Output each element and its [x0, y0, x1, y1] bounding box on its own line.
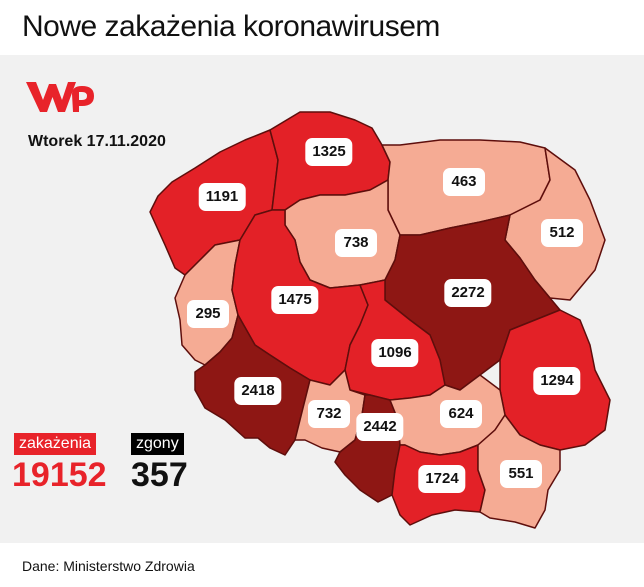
region-value-swietokrzyskie: 624 [440, 400, 482, 428]
region-value-malopolskie: 1724 [418, 465, 466, 493]
region-value-lodzkie: 1096 [371, 339, 419, 367]
region-value-slaskie: 2442 [356, 413, 404, 441]
region-value-podkarpackie: 551 [500, 460, 542, 488]
deaths-label: zgony [131, 433, 184, 455]
deaths-total: 357 [131, 456, 188, 494]
region-value-opolskie: 732 [308, 400, 350, 428]
region-value-pomorskie: 1325 [305, 138, 353, 166]
region-value-lubelskie: 1294 [533, 367, 581, 395]
region-value-lubuskie: 295 [187, 300, 229, 328]
page-title: Nowe zakażenia koronawirusem [22, 10, 440, 43]
region-value-dolnoslaskie: 2418 [234, 377, 282, 405]
region-value-mazowieckie: 2272 [444, 279, 492, 307]
cases-label: zakażenia [14, 433, 97, 455]
source-note: Dane: Ministerstwo Zdrowia [22, 558, 195, 574]
cases-total: 19152 [12, 456, 107, 494]
region-value-zachodniopomorskie: 1191 [198, 183, 246, 211]
date-label: Wtorek 17.11.2020 [28, 133, 166, 150]
region-value-kujawsko-pomorskie: 738 [335, 229, 377, 257]
region-value-wielkopolskie: 1475 [271, 286, 319, 314]
wp-logo-w [26, 82, 76, 112]
wp-logo [26, 82, 94, 112]
region-value-podlaskie: 512 [541, 219, 583, 247]
region-value-warminsko-mazurskie: 463 [443, 168, 485, 196]
wp-logo-p [72, 86, 94, 112]
